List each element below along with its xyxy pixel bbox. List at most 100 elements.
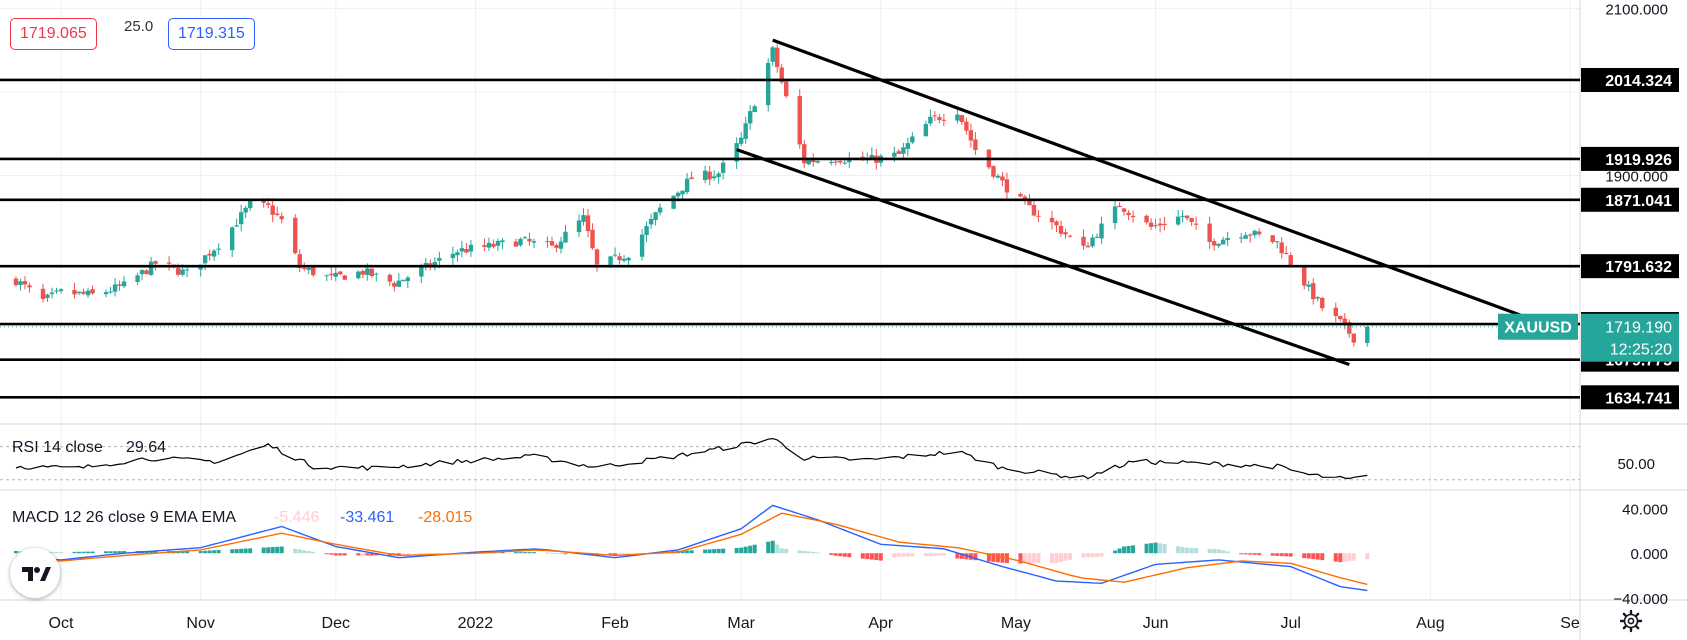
candle-body [459, 248, 465, 252]
candle-body [54, 290, 59, 292]
candle [1067, 234, 1073, 238]
candle [1031, 199, 1037, 217]
candle [49, 287, 55, 299]
macd-histogram-bar [806, 551, 811, 554]
candle-body [1090, 237, 1095, 247]
candle-body [148, 261, 154, 275]
macd-histogram-bar [1216, 549, 1221, 554]
gear-icon[interactable] [1619, 609, 1643, 633]
candle [585, 208, 591, 238]
macd-histogram-bar [1158, 543, 1163, 554]
candle-body [1252, 230, 1257, 236]
macd-histogram-bar [1257, 553, 1262, 556]
candle [216, 243, 221, 256]
candle-body [1058, 225, 1064, 234]
candle [545, 236, 550, 248]
candle [1175, 209, 1181, 226]
candle [103, 289, 109, 298]
candle [1193, 216, 1199, 230]
macd-histogram-bar [279, 546, 284, 554]
candle [766, 58, 771, 112]
candle-body [1031, 204, 1037, 216]
candle [878, 153, 884, 167]
macd-histogram-bar [1311, 553, 1316, 560]
macd-histogram-bar [423, 553, 428, 555]
macd-histogram-bar [811, 551, 816, 554]
candle-body [955, 114, 960, 121]
macd-histogram-bar [122, 551, 127, 554]
macd-histogram-bar [685, 550, 690, 554]
macd-histogram-bar [369, 553, 374, 556]
macd-histogram-bar [1185, 547, 1190, 554]
candle [396, 273, 402, 288]
candle-body [1000, 176, 1005, 181]
candle [342, 274, 347, 280]
macd-histogram-bar [207, 550, 212, 554]
macd-histogram-bar [712, 549, 717, 554]
macd-legend-macd: -33.461 [340, 509, 394, 526]
macd-histogram-bar [955, 553, 960, 559]
candle [211, 249, 217, 261]
current-price-label: 1719.190 [1605, 320, 1672, 337]
candle [928, 109, 933, 126]
candle-body [1320, 297, 1325, 309]
candle [500, 238, 505, 250]
candle [166, 255, 172, 271]
candle [1099, 216, 1104, 244]
candle-body [81, 291, 86, 294]
candle-body [639, 234, 645, 257]
macd-histogram-bar [297, 549, 302, 554]
tradingview-logo-icon[interactable] [10, 548, 60, 598]
candle-body [121, 281, 127, 287]
macd-histogram-bar [1194, 548, 1199, 554]
candle [847, 152, 852, 169]
candle [959, 114, 965, 125]
macd-histogram-bar [775, 544, 780, 554]
macd-histogram-bar [739, 547, 744, 554]
candle-body [266, 203, 271, 205]
macd-tick-label: 40.000 [1622, 502, 1668, 519]
macd-histogram-bar [1306, 553, 1311, 559]
bid-price-box[interactable]: 1719.065 [10, 18, 97, 50]
ask-price-box[interactable]: 1719.315 [168, 18, 255, 50]
macd-histogram-bar [531, 552, 536, 554]
macd-histogram-bar [401, 553, 406, 556]
macd-histogram-bar [405, 553, 410, 556]
candle [18, 278, 23, 291]
candle-body [901, 147, 906, 154]
current-price-tag-bg [1581, 313, 1679, 362]
candle-body [1036, 215, 1041, 217]
candle-body [1275, 241, 1280, 243]
candle-body [932, 115, 938, 117]
candle [1004, 172, 1010, 199]
macd-histogram-bar [703, 549, 708, 554]
symbol-badge-label: XAUUSD [1504, 320, 1572, 337]
candle [356, 270, 361, 280]
candle-body [1144, 215, 1149, 223]
candle-body [1153, 225, 1158, 227]
candle [117, 280, 122, 292]
candle [716, 171, 721, 184]
candle-body [689, 177, 694, 180]
candle-body [1004, 179, 1010, 193]
macd-histogram-bar [1090, 553, 1095, 558]
candle-body [482, 245, 487, 247]
candle-body [1256, 231, 1262, 235]
macd-histogram-bar [905, 553, 910, 557]
candle [558, 236, 564, 254]
macd-histogram-bar [1063, 553, 1068, 561]
macd-histogram-bar [1351, 553, 1356, 561]
candle [202, 255, 208, 271]
candle-body [153, 261, 158, 264]
candle-body [491, 243, 496, 247]
candle-body [711, 176, 717, 179]
time-tick-label: Apr [868, 615, 894, 632]
macd-histogram-bar [1315, 553, 1320, 560]
macd-histogram-bar [306, 551, 311, 554]
candle-body [590, 229, 595, 249]
candle [684, 173, 690, 195]
macd-histogram-bar [1095, 553, 1100, 557]
candle-body [937, 117, 942, 121]
macd-histogram-bar [829, 553, 834, 555]
